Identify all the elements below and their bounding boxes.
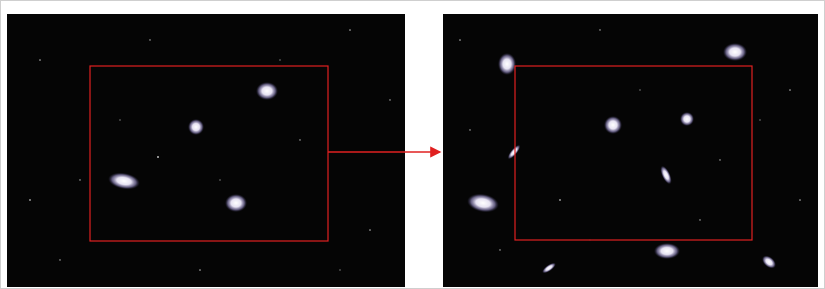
figure bbox=[0, 0, 825, 289]
right-panel bbox=[443, 14, 818, 287]
left-panel bbox=[7, 14, 405, 287]
sky-image bbox=[7, 14, 405, 287]
sky-image bbox=[443, 14, 818, 287]
page bbox=[0, 0, 825, 289]
